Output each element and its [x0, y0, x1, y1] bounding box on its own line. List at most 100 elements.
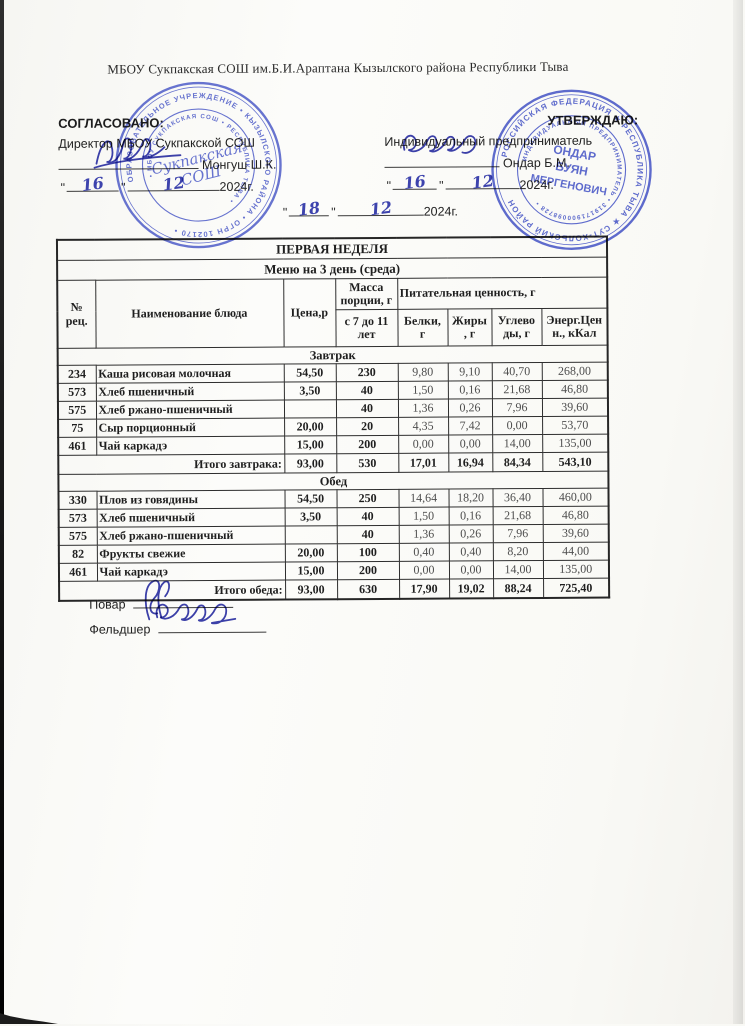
feldsher-signature — [155, 603, 237, 625]
menu-table: ПЕРВАЯ НЕДЕЛЯ Меню на 3 день (среда) № р… — [55, 235, 611, 602]
col-header-protein: Белки, г — [397, 309, 448, 347]
cell-carbs: 21,68 — [492, 506, 543, 525]
cell-price — [284, 525, 337, 545]
cell-price: 20,00 — [284, 417, 337, 437]
cell-energy: 39,60 — [542, 524, 609, 543]
cell-carbs: 0,00 — [492, 416, 543, 435]
page-title: МБОУ Сукпакская СОШ им.Б.И.Араптана Кызы… — [107, 58, 569, 77]
cell-protein: 1,50 — [398, 507, 449, 526]
col-header-mass-group: Масса порции, г — [335, 278, 398, 310]
cell-rec-number: 573 — [58, 509, 97, 528]
cell-carbs: 84,34 — [492, 452, 543, 472]
cell-dish-name: Сыр порционный — [96, 418, 285, 438]
cell-energy: 44,00 — [542, 542, 609, 561]
cell-rec-number: 234 — [57, 365, 96, 384]
cell-price: 54,50 — [284, 489, 337, 509]
cell-rec-number: 461 — [58, 563, 98, 582]
cell-carbs: 8,20 — [492, 542, 543, 561]
cell-mass: 40 — [335, 399, 399, 418]
cell-fat: 18,20 — [448, 488, 493, 508]
cell-price: 93,00 — [285, 579, 338, 600]
cell-mass: 100 — [336, 543, 399, 562]
cell-energy: 53,70 — [542, 416, 609, 435]
director-signature — [93, 137, 182, 169]
cell-price — [283, 399, 337, 419]
cell-price: 93,00 — [284, 453, 337, 474]
cell-dish-name: Хлеб пшеничный — [95, 382, 284, 402]
cell-protein: 17,01 — [398, 453, 449, 473]
handwritten-day: 16 — [80, 173, 106, 196]
quote-mark: " — [386, 178, 392, 193]
cell-dish-name: Хлеб пшеничный — [96, 508, 285, 528]
handwritten-day: 16 — [402, 171, 428, 194]
quote-mark: " — [439, 178, 444, 193]
cell-carbs: 7,96 — [491, 398, 543, 417]
cell-price: 20,00 — [284, 543, 337, 563]
cell-fat: 16,94 — [448, 452, 493, 473]
cell-dish-name: Чай каркадэ — [96, 562, 286, 582]
cell-carbs: 88,24 — [493, 578, 544, 599]
cell-carbs: 7,96 — [492, 524, 543, 543]
cell-protein: 1,50 — [397, 381, 448, 400]
cell-mass: 200 — [336, 561, 400, 580]
cell-mass: 40 — [336, 525, 399, 544]
cook-signature — [144, 579, 170, 621]
cell-fat: 0,16 — [448, 506, 493, 526]
cell-mass: 40 — [336, 507, 399, 526]
cell-energy: 460,00 — [542, 488, 609, 507]
cell-dish-name: Хлеб ржано-пшеничный — [96, 526, 285, 546]
cell-energy: 46,80 — [542, 506, 609, 525]
cell-energy: 135,00 — [542, 560, 610, 579]
cell-fat: 9,10 — [447, 362, 492, 382]
cell-dish-name: Фрукты свежие — [96, 544, 285, 564]
menu-table-body: Завтрак 234 Каша рисовая молочная 54,50 230 9… — [57, 345, 610, 601]
stamp-center-text: МЕРГЕНОВИЧ — [529, 172, 607, 198]
day-rule: 16 — [393, 171, 438, 193]
cell-fat: 0,16 — [447, 380, 492, 400]
cell-mass: 250 — [336, 489, 399, 508]
cell-energy: 725,40 — [543, 578, 610, 598]
cell-mass: 20 — [336, 417, 399, 436]
stamp-center-text: БУЯН — [554, 159, 589, 179]
col-header-carbs: Углево ды, г — [491, 308, 542, 346]
cell-energy: 135,00 — [542, 434, 609, 453]
cell-protein: 0,00 — [398, 561, 450, 580]
cell-protein: 4,35 — [398, 417, 449, 436]
document-date-line: " 18 " 12 2024г. — [281, 197, 458, 220]
cell-price: 54,50 — [283, 363, 336, 383]
cell-protein: 1,36 — [398, 525, 449, 544]
cell-energy: 268,00 — [541, 362, 608, 381]
col-header-price: Цена,р — [283, 278, 336, 348]
cell-carbs: 14,00 — [492, 560, 544, 579]
cell-carbs: 40,70 — [491, 362, 542, 381]
cell-fat: 0,26 — [448, 524, 493, 544]
col-header-nutrition-group: Питательная ценность, г — [397, 277, 608, 310]
cell-dish-name: Хлеб ржано-пшеничный — [95, 400, 285, 420]
entrepreneur-signature — [402, 134, 477, 154]
cell-dish-name: Чай каркадэ — [96, 436, 285, 456]
scanner-edge-right — [733, 0, 743, 1024]
cell-mass: 40 — [335, 381, 398, 400]
cell-protein: 0,00 — [398, 435, 449, 454]
cell-rec-number: 330 — [58, 491, 97, 510]
cell-protein: 1,36 — [397, 399, 449, 418]
quote-mark: " — [60, 180, 66, 195]
cell-rec-number: 573 — [57, 383, 96, 402]
cell-price: 15,00 — [284, 435, 337, 455]
cell-fat: 0,40 — [448, 542, 493, 562]
entrepreneur-round-stamp-icon: РОССИЙСКАЯ ФЕДЕРАЦИЯ ★ РЕСПУБЛИКА ТЫВА ★… — [486, 84, 657, 255]
cell-energy: 543,10 — [542, 452, 609, 472]
scanner-edge-left — [0, 0, 4, 1024]
handwritten-month: 12 — [368, 197, 393, 220]
school-round-stamp-icon: ОБРАЗОВАТЕЛЬНОЕ УЧРЕЖДЕНИЕ • КЫЗЫЛСКОГО … — [108, 75, 288, 255]
cook-label: Повар — [89, 597, 126, 612]
cell-rec-number: 75 — [58, 419, 97, 438]
col-header-mass-sub: с 7 до 11 лет — [335, 309, 398, 347]
cell-fat: 0,00 — [448, 434, 493, 454]
cell-rec-number: 575 — [57, 401, 97, 420]
cell-protein: 14,64 — [398, 489, 449, 508]
cell-mass: 530 — [336, 453, 399, 473]
col-header-energy: Энерг.Цен н., кКал — [541, 308, 608, 346]
cell-fat: 0,26 — [447, 398, 493, 418]
